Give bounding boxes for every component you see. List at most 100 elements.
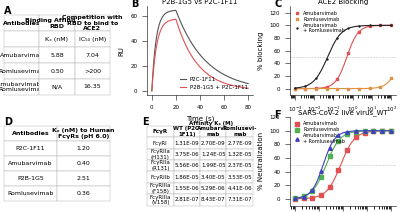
Romlusevimab: [335, 87, 340, 90]
Amubarvimab
+ Romlusevimab: [356, 25, 361, 27]
P2B-1G5 + P2C-1F11: [161, 24, 166, 26]
Line: Amubarvimab
+ Romlusevimab: Amubarvimab + Romlusevimab: [293, 129, 393, 200]
Amubarvimab: [367, 25, 372, 28]
P2B-1G5 + P2C-1F11: [246, 87, 250, 89]
Romlusevimab: [367, 87, 372, 90]
Amubarvimab: [380, 130, 384, 132]
Amubarvimab: [378, 24, 383, 27]
P2B-1G5 + P2C-1F11: [150, 90, 154, 92]
Amubarvimab
+ Romlusevimab: [310, 188, 315, 191]
Amubarvimab: [362, 131, 367, 134]
Amubarvimab
+ Romlusevimab: [327, 146, 332, 149]
Amubarvimab: [354, 136, 358, 139]
Amubarvimab: [345, 148, 350, 151]
Legend: Amubarvimab, Romlusevimab, Amubarvimab
+ Romlusevimab: Amubarvimab, Romlusevimab, Amubarvimab +…: [292, 9, 347, 35]
Amubarvimab: [389, 24, 394, 27]
Romlusevimab: [336, 139, 341, 142]
Romlusevimab: [354, 130, 358, 133]
Amubarvimab
+ Romlusevimab: [318, 170, 323, 173]
Amubarvimab
+ Romlusevimab: [292, 87, 297, 89]
Romlusevimab: [327, 155, 332, 158]
Text: F: F: [274, 110, 281, 120]
Romlusevimab: [318, 176, 323, 178]
Amubarvimab: [335, 78, 340, 80]
Romlusevimab: [346, 87, 351, 90]
Romlusevimab: [324, 87, 329, 90]
P2C-1F11: [181, 27, 186, 29]
Amubarvimab
+ Romlusevimab: [314, 77, 318, 80]
Romlusevimab: [345, 132, 350, 135]
Amubarvimab
+ Romlusevimab: [346, 27, 351, 30]
Romlusevimab: [303, 87, 308, 90]
P2B-1G5 + P2C-1F11: [181, 39, 186, 41]
Amubarvimab
+ Romlusevimab: [378, 24, 383, 27]
P2C-1F11: [188, 40, 193, 42]
Amubarvimab
+ Romlusevimab: [303, 85, 308, 87]
Amubarvimab
+ Romlusevimab: [335, 36, 340, 39]
P2B-1G5 + P2C-1F11: [219, 81, 224, 83]
Amubarvimab
+ Romlusevimab: [354, 130, 358, 132]
Amubarvimab
+ Romlusevimab: [362, 130, 367, 132]
Romlusevimab: [314, 87, 318, 90]
Y-axis label: % blocking: % blocking: [258, 31, 264, 70]
P2C-1F11: [161, 14, 166, 17]
Y-axis label: RU: RU: [119, 46, 125, 56]
P2B-1G5 + P2C-1F11: [220, 81, 224, 84]
P2B-1G5 + P2C-1F11: [173, 18, 178, 21]
Amubarvimab
+ Romlusevimab: [380, 130, 384, 132]
P2C-1F11: [246, 82, 250, 85]
Romlusevimab: [389, 77, 394, 80]
Amubarvimab: [324, 86, 329, 88]
P2C-1F11: [210, 66, 215, 68]
Romlusevimab: [378, 86, 383, 88]
Line: Amubarvimab: Amubarvimab: [293, 129, 393, 201]
Amubarvimab: [303, 87, 308, 90]
Amubarvimab
+ Romlusevimab: [336, 134, 341, 137]
Romlusevimab: [356, 87, 361, 90]
Line: Amubarvimab
+ Romlusevimab: Amubarvimab + Romlusevimab: [294, 24, 392, 89]
Line: Amubarvimab: Amubarvimab: [294, 24, 392, 90]
Romlusevimab: [292, 87, 297, 90]
Amubarvimab
+ Romlusevimab: [367, 24, 372, 27]
Amubarvimab: [371, 130, 376, 132]
Amubarvimab: [314, 87, 318, 90]
Text: Affinity Kₓ (M): Affinity Kₓ (M): [188, 121, 233, 126]
X-axis label: mAb concentration (nM): mAb concentration (nM): [300, 120, 386, 126]
Romlusevimab: [389, 130, 394, 132]
Line: Romlusevimab: Romlusevimab: [293, 129, 393, 200]
P2C-1F11: [173, 9, 178, 12]
Line: Romlusevimab: Romlusevimab: [294, 77, 392, 90]
Text: E: E: [142, 117, 148, 127]
Amubarvimab: [327, 186, 332, 188]
Romlusevimab: [292, 197, 297, 199]
Title: SARS-CoV-2 live virus_WT: SARS-CoV-2 live virus_WT: [298, 109, 388, 116]
Amubarvimab: [318, 194, 323, 196]
P2C-1F11: [219, 72, 224, 75]
Amubarvimab
+ Romlusevimab: [324, 58, 329, 60]
Amubarvimab
+ Romlusevimab: [292, 197, 297, 199]
Amubarvimab: [301, 197, 306, 200]
P2C-1F11: [220, 72, 224, 75]
Amubarvimab
+ Romlusevimab: [345, 130, 350, 133]
Amubarvimab: [310, 197, 315, 199]
Text: C: C: [274, 0, 282, 9]
P2B-1G5 + P2C-1F11: [188, 52, 193, 55]
Romlusevimab: [310, 190, 315, 192]
Amubarvimab
+ Romlusevimab: [389, 129, 394, 132]
Line: P2B-1G5 + P2C-1F11: P2B-1G5 + P2C-1F11: [152, 19, 248, 91]
P2C-1F11: [150, 90, 154, 92]
Amubarvimab
+ Romlusevimab: [389, 24, 394, 27]
Title: ACE2 Blocking: ACE2 Blocking: [318, 0, 368, 5]
Amubarvimab: [346, 52, 351, 54]
Romlusevimab: [301, 195, 306, 198]
Romlusevimab: [362, 130, 367, 132]
Text: D: D: [4, 117, 12, 127]
Amubarvimab
+ Romlusevimab: [371, 130, 376, 132]
Title: P2B-1G5 vs P2C-1F11: P2B-1G5 vs P2C-1F11: [162, 0, 238, 5]
Text: A: A: [4, 6, 12, 16]
Line: P2C-1F11: P2C-1F11: [152, 10, 248, 91]
Romlusevimab: [380, 130, 384, 132]
Amubarvimab: [336, 169, 341, 172]
Legend: P2C-1F11, P2B-1G5 + P2C-1F11: P2C-1F11, P2B-1G5 + P2C-1F11: [178, 75, 250, 92]
Amubarvimab: [292, 197, 297, 200]
